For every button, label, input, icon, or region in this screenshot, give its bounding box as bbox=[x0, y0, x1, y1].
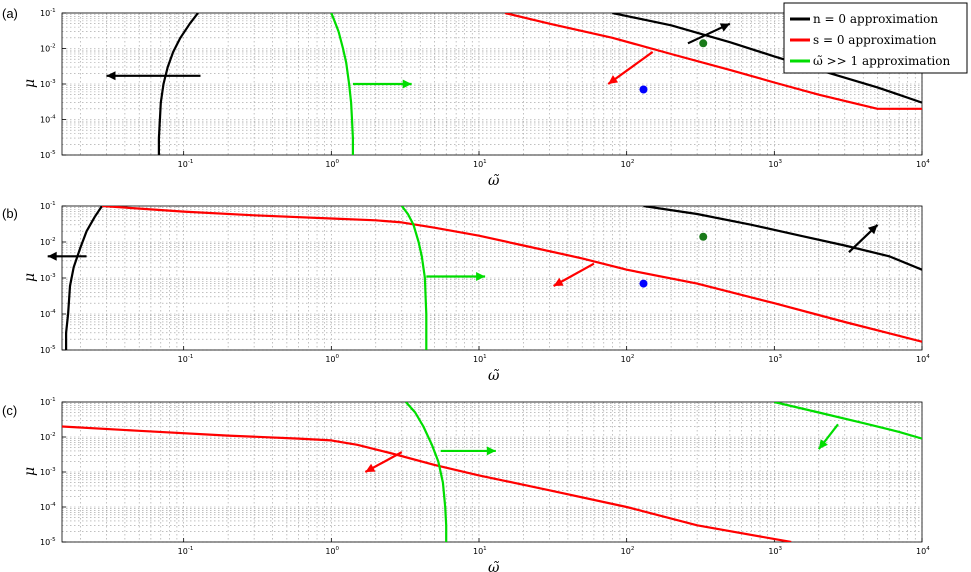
legend-label-n0: n = 0 approximation bbox=[813, 12, 938, 26]
series-line-green-4 bbox=[330, 13, 354, 155]
legend: n = 0 approximation s = 0 approximation … bbox=[783, 2, 968, 74]
y-tick-label: 10-4 bbox=[40, 309, 56, 319]
y-tick-label: 10-2 bbox=[40, 432, 56, 442]
arrow-head bbox=[476, 272, 486, 281]
x-tick-label: 100 bbox=[325, 546, 339, 556]
x-tick-label: 102 bbox=[621, 159, 635, 169]
legend-frame bbox=[783, 2, 968, 74]
arrow-head bbox=[867, 224, 878, 235]
series-line-green-2 bbox=[405, 402, 448, 542]
x-tick-label: 101 bbox=[473, 159, 487, 169]
arrow-head bbox=[106, 71, 116, 81]
direction-arrow-black bbox=[687, 22, 731, 45]
y-axis-label: μ bbox=[22, 273, 38, 282]
arrow-head bbox=[486, 446, 496, 456]
x-tick-label: 102 bbox=[621, 546, 635, 556]
series-line-red-1 bbox=[62, 425, 792, 542]
arrow-shaft bbox=[607, 51, 654, 85]
series-line-black-2 bbox=[612, 13, 922, 104]
series-group bbox=[62, 402, 922, 542]
x-tick-label: 100 bbox=[325, 159, 339, 169]
arrow-head bbox=[402, 79, 412, 89]
data-point-darkgreen bbox=[699, 232, 708, 241]
direction-arrow-black bbox=[47, 251, 87, 261]
panel-label: (c) bbox=[2, 403, 17, 418]
x-tick-label: 10-1 bbox=[178, 159, 194, 169]
chart-panel-2: 10-1 100 101 102 103 104 10-1 10-2 10-3 10-4 10-5 ω… bbox=[2, 201, 930, 384]
y-tick-label: 10-1 bbox=[40, 201, 56, 211]
y-tick-label: 10-3 bbox=[40, 273, 56, 283]
arrow-head bbox=[719, 23, 730, 32]
arrow-head bbox=[608, 75, 619, 84]
x-tick-label: 104 bbox=[916, 159, 930, 169]
x-axis-label: ω̃ bbox=[488, 173, 500, 189]
x-tick-label: 103 bbox=[768, 546, 782, 556]
direction-arrow-red bbox=[364, 451, 403, 473]
series-line-black-1 bbox=[64, 206, 103, 350]
x-tick-label: 104 bbox=[916, 546, 930, 556]
series-line-green-4 bbox=[400, 206, 428, 350]
y-tick-label: 10-2 bbox=[40, 44, 56, 54]
series-line-green-3 bbox=[774, 402, 922, 440]
x-tick-label: 100 bbox=[325, 354, 339, 364]
x-tick-label: 10-1 bbox=[178, 354, 194, 364]
direction-arrow-red bbox=[607, 51, 654, 85]
series-group bbox=[64, 206, 922, 350]
y-tick-label: 10-2 bbox=[40, 237, 56, 247]
y-axis-label: μ bbox=[22, 79, 38, 88]
panel-label: (a) bbox=[2, 6, 18, 21]
arrow-head bbox=[818, 439, 828, 450]
y-tick-label: 10-5 bbox=[40, 150, 56, 160]
series-line-red-3 bbox=[101, 206, 922, 343]
series-line-red-3 bbox=[504, 13, 922, 110]
x-tick-label: 103 bbox=[768, 159, 782, 169]
legend-label-high-omega: ω̃ >> 1 approximation bbox=[813, 54, 950, 68]
data-point-darkgreen bbox=[699, 39, 708, 48]
x-axis-label: ω̃ bbox=[488, 368, 500, 384]
grid bbox=[62, 12, 923, 156]
direction-arrow-red bbox=[553, 262, 595, 287]
y-tick-label: 10-1 bbox=[40, 8, 56, 18]
y-tick-label: 10-3 bbox=[40, 467, 56, 477]
chart-panel-3: 10-1 100 101 102 103 104 10-1 10-2 10-3 10-4 10-5 ω… bbox=[2, 397, 930, 572]
x-tick-label: 10-1 bbox=[178, 546, 194, 556]
x-tick-label: 102 bbox=[621, 354, 635, 364]
y-axis-label: μ bbox=[22, 467, 38, 476]
arrow-head bbox=[47, 251, 57, 261]
arrow-head bbox=[365, 463, 376, 472]
x-tick-label: 101 bbox=[473, 354, 487, 364]
direction-arrow-green bbox=[817, 423, 839, 450]
direction-arrow-green bbox=[440, 446, 496, 456]
chart-panel-1: 10-1 100 101 102 103 104 10-1 10-2 10-3 10-4 10-5 ω… bbox=[2, 6, 930, 189]
y-tick-label: 10-1 bbox=[40, 397, 56, 407]
direction-arrow-black bbox=[106, 71, 201, 81]
x-tick-label: 103 bbox=[768, 354, 782, 364]
direction-arrow-black bbox=[848, 224, 879, 254]
grid bbox=[62, 401, 923, 543]
series-line-black-2 bbox=[643, 206, 922, 271]
y-tick-label: 10-5 bbox=[40, 537, 56, 547]
y-tick-label: 10-4 bbox=[40, 502, 56, 512]
x-tick-label: 101 bbox=[473, 546, 487, 556]
data-point-blue bbox=[639, 279, 648, 288]
data-point-blue bbox=[639, 85, 648, 94]
direction-arrow-green bbox=[426, 272, 486, 281]
direction-arrow-green bbox=[352, 79, 412, 89]
x-tick-label: 104 bbox=[916, 354, 930, 364]
y-tick-label: 10-3 bbox=[40, 79, 56, 89]
arrow-head bbox=[553, 277, 564, 286]
legend-label-s0: s = 0 approximation bbox=[813, 33, 937, 47]
x-axis-label: ω̃ bbox=[488, 560, 500, 572]
y-tick-label: 10-4 bbox=[40, 115, 56, 125]
panel-label: (b) bbox=[2, 206, 18, 221]
y-tick-label: 10-5 bbox=[40, 345, 56, 355]
